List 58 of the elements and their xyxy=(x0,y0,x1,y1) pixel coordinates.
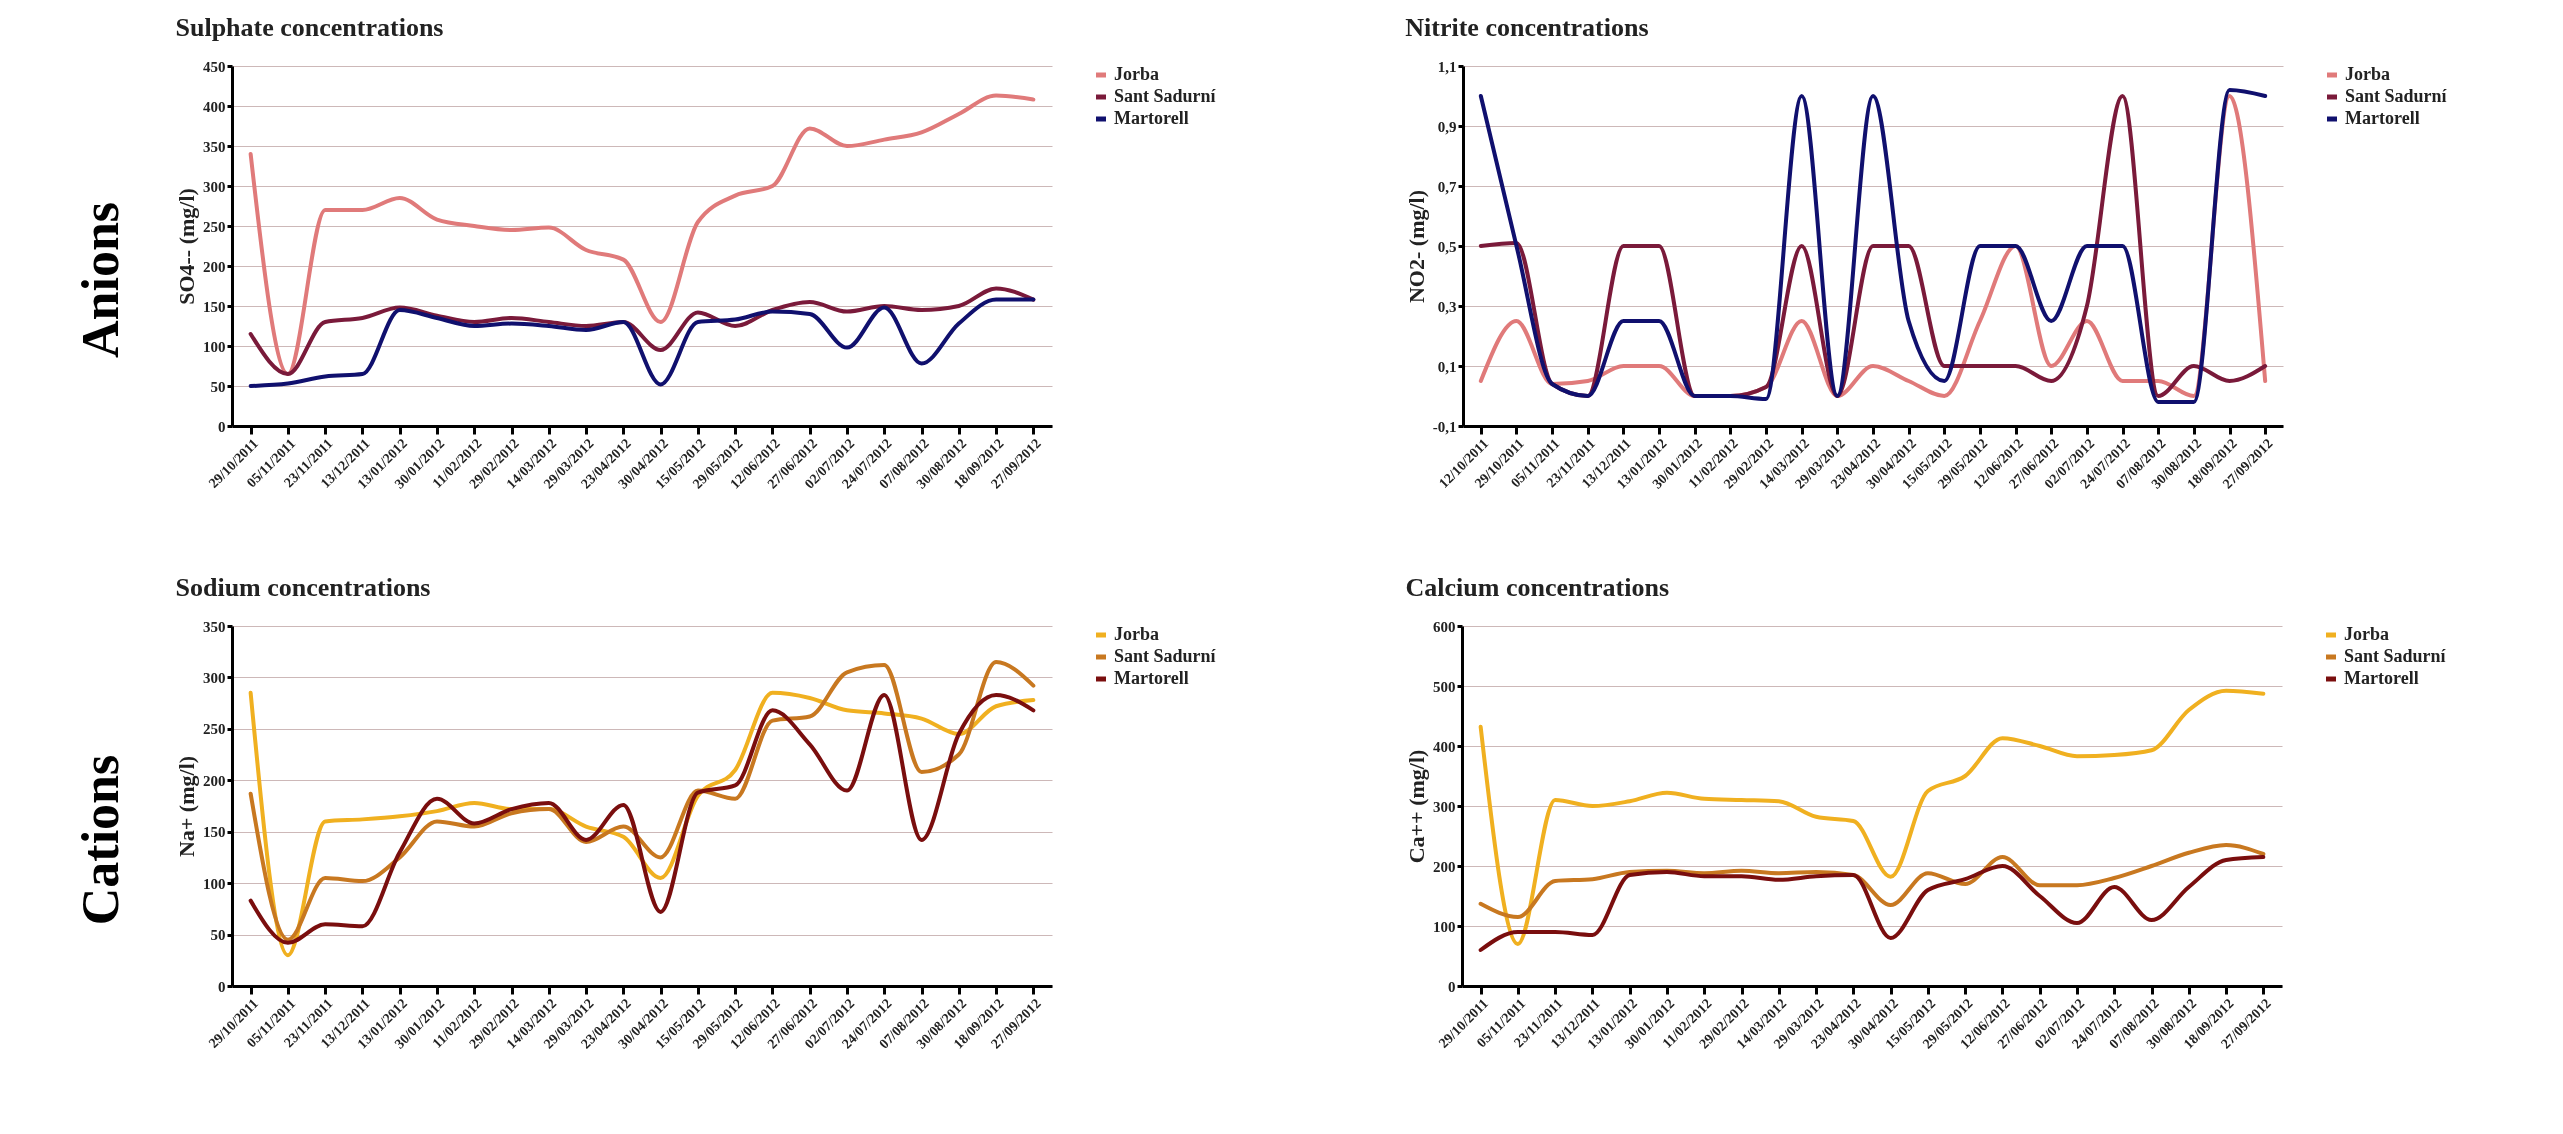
chart-title: Calcium concentrations xyxy=(1405,573,1670,602)
line-series xyxy=(1478,855,2266,952)
y-tick-label: 50 xyxy=(210,927,226,944)
legend-label: Sant Sadurní xyxy=(1114,86,1217,106)
line-series xyxy=(1478,688,2266,946)
y-tick-label: 300 xyxy=(203,669,226,686)
legend-label: Jorba xyxy=(1114,64,1159,84)
y-tick-label: 250 xyxy=(203,721,226,738)
line-series xyxy=(248,286,1036,376)
legend-label: Martorell xyxy=(1114,108,1189,128)
y-tick-label: 200 xyxy=(203,772,226,789)
legend-label: Martorell xyxy=(1114,668,1189,688)
y-axis-title: SO4-- (mg/l) xyxy=(174,188,199,305)
y-tick-label: 50 xyxy=(210,378,226,395)
y-tick-label: -0,1 xyxy=(1432,418,1457,435)
y-tick-label: 150 xyxy=(203,824,226,841)
y-tick-label: 300 xyxy=(203,178,226,195)
legend-label: Martorell xyxy=(2345,108,2420,128)
y-tick-label: 0 xyxy=(218,978,226,995)
legend-label: Sant Sadurní xyxy=(2345,86,2448,106)
chart-title: Sodium concentrations xyxy=(175,573,431,602)
y-axis-title: Na+ (mg/l) xyxy=(174,755,199,858)
y-tick-label: 250 xyxy=(203,218,226,235)
y-tick-label: 1,1 xyxy=(1437,58,1457,75)
y-tick-label: 200 xyxy=(203,258,226,275)
y-tick-label: 450 xyxy=(203,58,226,75)
y-tick-label: 500 xyxy=(1433,678,1456,695)
legend-label: Jorba xyxy=(2345,64,2390,84)
y-tick-label: 0,1 xyxy=(1437,358,1457,375)
text: Anions xyxy=(70,201,130,359)
legend-label: Sant Sadurní xyxy=(2344,646,2447,666)
y-tick-label: 100 xyxy=(1433,918,1456,935)
chart-title: Nitrite concentrations xyxy=(1405,13,1649,42)
legend-label: Martorell xyxy=(2344,668,2419,688)
y-tick-label: 150 xyxy=(203,298,226,315)
y-tick-label: 0,9 xyxy=(1437,118,1457,135)
y-tick-label: 200 xyxy=(1433,858,1456,875)
y-axis-title: Ca++ (mg/l) xyxy=(1404,749,1429,864)
text: Cations xyxy=(70,754,130,926)
y-tick-label: 300 xyxy=(1433,798,1456,815)
y-tick-label: 0 xyxy=(1448,978,1456,995)
legend-label: Jorba xyxy=(1114,624,1159,644)
y-tick-label: 350 xyxy=(203,618,226,635)
line-series xyxy=(248,297,1036,388)
y-tick-label: 600 xyxy=(1433,618,1456,635)
y-tick-label: 400 xyxy=(203,98,226,115)
y-tick-label: 0,3 xyxy=(1437,298,1457,315)
y-tick-label: 100 xyxy=(203,875,226,892)
y-tick-label: 400 xyxy=(1433,738,1456,755)
legend-label: Sant Sadurní xyxy=(1114,646,1217,666)
y-tick-label: 100 xyxy=(203,338,226,355)
legend-label: Jorba xyxy=(2344,624,2389,644)
y-tick-label: 0,5 xyxy=(1437,238,1457,255)
y-tick-label: 0,7 xyxy=(1437,178,1457,195)
chart-title: Sulphate concentrations xyxy=(175,13,444,42)
y-tick-label: 350 xyxy=(203,138,226,155)
y-tick-label: 0 xyxy=(218,418,226,435)
y-axis-title: NO2- (mg/l) xyxy=(1403,189,1429,304)
